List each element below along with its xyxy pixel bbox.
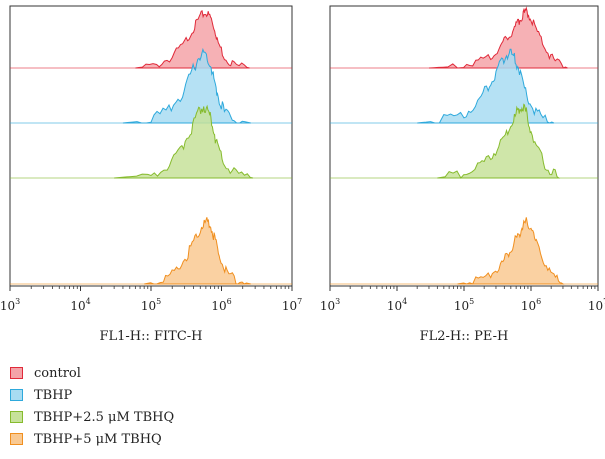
legend-item-tbhp-5-tbhq: TBHP+5 μM TBHQ (10, 429, 174, 449)
legend: control TBHP TBHP+2.5 μM TBHQ TBHP+5 μM … (10, 363, 174, 451)
legend-label-tbhp-5-tbhq: TBHP+5 μM TBHQ (34, 431, 162, 447)
pe-tick-label: 104 (387, 297, 407, 313)
pe-tick-label: 107 (588, 297, 605, 313)
legend-swatch-control (10, 367, 23, 379)
fitc-histogram-tbhp-5-tbhq (144, 217, 251, 285)
pe-axis-title: FL2-H:: PE-H (420, 329, 509, 344)
pe-tick-label: 106 (521, 297, 541, 313)
fitc-histogram-tbhp (122, 47, 251, 124)
fitc-tick-label: 106 (211, 297, 231, 313)
pe-histogram-panel: 103 104 105 106 107FL2-H:: PE-H (320, 5, 605, 344)
pe-tick-label: 103 (320, 297, 340, 313)
fitc-histogram-tbhp-2-5-tbhq (114, 104, 254, 179)
fitc-tick-label: 103 (0, 297, 20, 313)
fitc-plot-frame (9, 5, 293, 287)
pe-histogram-tbhp (417, 48, 555, 124)
fitc-histogram-control (135, 10, 250, 69)
fitc-axis-title: FL1-H:: FITC-H (99, 329, 202, 344)
fitc-tick-label: 104 (70, 297, 90, 313)
pe-plot-frame (329, 5, 599, 287)
pe-histogram-tbhp-2-5-tbhq (437, 103, 561, 179)
fitc-tick-label: 107 (282, 297, 302, 313)
pe-tick-label: 105 (454, 297, 474, 313)
pe-histogram-tbhp-5-tbhq (457, 217, 565, 285)
legend-label-tbhp: TBHP (34, 387, 73, 403)
fitc-tick-label: 105 (141, 297, 161, 313)
legend-swatch-tbhp (10, 389, 23, 401)
legend-label-tbhp-2-5-tbhq: TBHP+2.5 μM TBHQ (34, 409, 175, 425)
legend-swatch-tbhp-5-tbhq (10, 433, 23, 445)
legend-swatch-tbhp-2-5-tbhq (10, 411, 23, 423)
legend-item-tbhp: TBHP (10, 385, 174, 405)
legend-label-control: control (34, 365, 81, 381)
legend-item-control: control (10, 363, 174, 383)
legend-item-tbhp-2-5-tbhq: TBHP+2.5 μM TBHQ (10, 407, 174, 427)
pe-histogram-control (428, 6, 568, 69)
